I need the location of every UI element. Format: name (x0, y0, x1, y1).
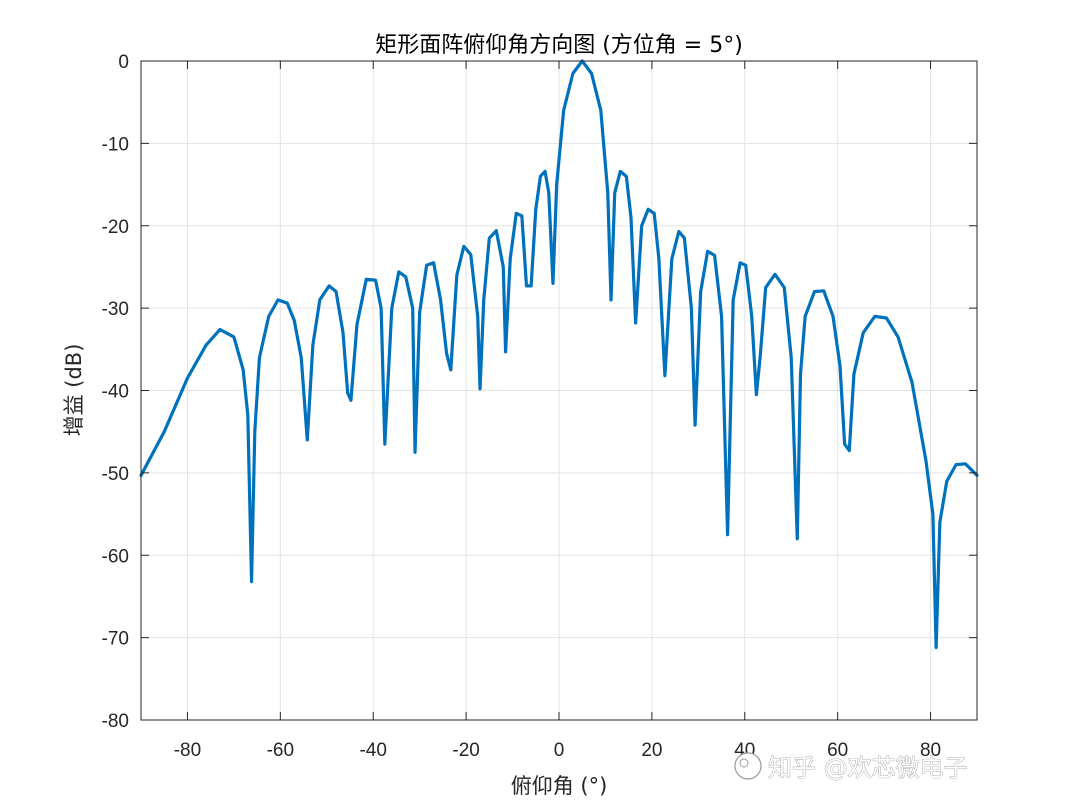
y-tick-label: -20 (102, 217, 129, 238)
x-tick-label: 20 (641, 740, 662, 761)
y-tick-label: -30 (102, 299, 129, 320)
y-tick-label: -50 (102, 464, 129, 485)
watermark: 知乎 @欢芯微电子 (734, 752, 968, 782)
x-tick-label: 0 (554, 740, 565, 761)
x-tick-labels: -80 -60 -40 -20 0 20 40 60 80 (174, 740, 941, 761)
y-tick-labels: 0 -10 -20 -30 -40 -50 -60 -70 -80 (102, 52, 129, 732)
x-tick-label: -60 (267, 740, 294, 761)
x-tick-label: -20 (452, 740, 479, 761)
y-tick-label: -70 (102, 629, 129, 650)
x-axis-title: 俯仰角 (°) (511, 774, 608, 798)
x-tick-label: 80 (920, 740, 941, 761)
y-tick-label: -40 (102, 382, 129, 403)
y-tick-label: -10 (102, 134, 129, 155)
axis-ticks (141, 60, 977, 721)
y-tick-label: -60 (102, 546, 129, 567)
watermark-logo-icon (734, 752, 762, 780)
gain-pattern-line (139, 59, 979, 650)
x-tick-label: 60 (827, 740, 848, 761)
y-tick-label: -80 (102, 711, 129, 732)
watermark-logo-inner-icon (739, 758, 749, 768)
chart-title: 矩形面阵俯仰角方向图 (方位角 = 5°) (375, 33, 743, 58)
x-tick-label: -80 (174, 740, 201, 761)
watermark-text: 知乎 @欢芯微电子 (768, 754, 968, 782)
x-tick-label: -40 (359, 740, 386, 761)
y-axis-title: 增益 (dB) (62, 344, 86, 437)
y-tick-label: 0 (118, 52, 129, 73)
